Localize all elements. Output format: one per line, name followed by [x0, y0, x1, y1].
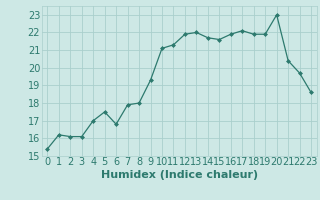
- X-axis label: Humidex (Indice chaleur): Humidex (Indice chaleur): [100, 170, 258, 180]
